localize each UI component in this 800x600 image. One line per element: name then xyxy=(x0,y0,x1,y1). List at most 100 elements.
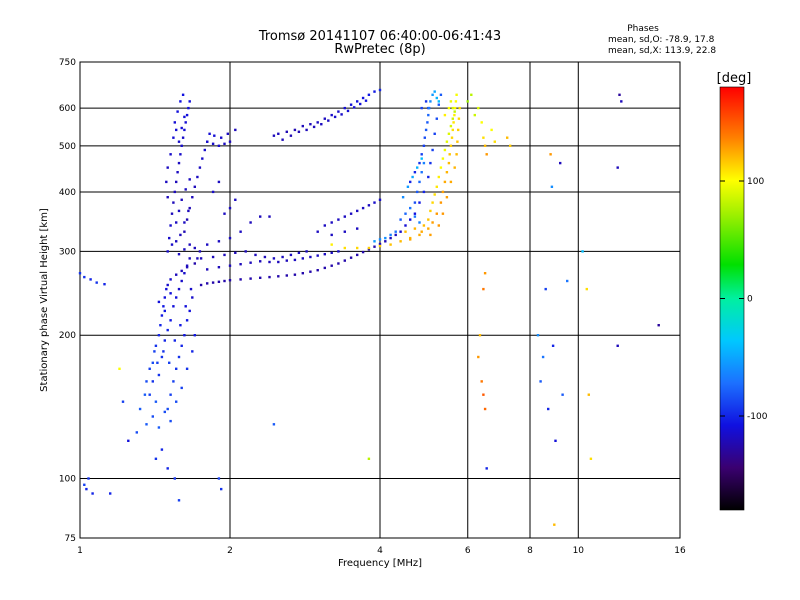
data-point xyxy=(616,166,619,169)
data-point xyxy=(455,153,458,156)
data-point xyxy=(78,272,82,275)
data-point xyxy=(211,190,215,194)
data-point xyxy=(399,218,402,221)
data-point xyxy=(239,278,242,281)
data-point xyxy=(457,128,460,132)
data-point xyxy=(437,175,440,179)
data-point xyxy=(480,121,483,124)
data-point xyxy=(220,487,223,491)
data-point xyxy=(156,361,159,364)
data-point xyxy=(249,221,252,224)
data-point xyxy=(443,180,447,184)
data-point xyxy=(166,250,169,253)
data-point xyxy=(466,100,469,103)
data-point xyxy=(439,93,443,96)
data-point xyxy=(173,339,176,342)
data-point xyxy=(443,148,447,152)
data-point xyxy=(191,296,194,299)
data-point xyxy=(441,157,445,160)
data-point xyxy=(441,190,445,194)
colorbar-ticks: 100 0 -100 xyxy=(720,177,768,422)
data-point xyxy=(169,393,172,396)
data-point xyxy=(193,185,196,188)
data-point xyxy=(179,100,182,103)
data-point xyxy=(103,283,106,286)
data-point xyxy=(193,262,196,265)
data-point xyxy=(561,393,564,396)
data-point xyxy=(544,287,547,291)
data-point xyxy=(559,161,562,165)
data-point xyxy=(249,277,252,280)
chart-title: Tromsø 20141107 06:40:00-06:41:43 xyxy=(258,29,501,44)
colorbar-tick-label: 100 xyxy=(747,177,764,187)
data-point xyxy=(433,193,436,196)
data-point xyxy=(343,215,346,218)
data-point xyxy=(228,236,232,240)
data-point xyxy=(208,132,211,135)
data-point xyxy=(389,236,392,240)
data-point xyxy=(536,334,540,337)
data-point xyxy=(447,161,451,165)
phase-stats-o: mean, sd,O: -78.9, 17.8 xyxy=(608,35,715,45)
data-point xyxy=(179,233,182,237)
data-point xyxy=(91,492,94,495)
data-point xyxy=(409,238,412,241)
data-point xyxy=(166,407,169,411)
data-point xyxy=(198,166,202,169)
data-point xyxy=(320,123,323,126)
y-tick-label: 750 xyxy=(59,58,76,68)
data-point xyxy=(485,467,488,470)
data-point xyxy=(435,185,438,188)
data-point xyxy=(343,230,346,233)
data-point xyxy=(185,264,189,267)
data-point xyxy=(343,246,346,250)
data-point xyxy=(309,123,312,126)
data-point xyxy=(470,93,473,96)
data-point xyxy=(213,134,216,137)
data-point xyxy=(429,209,432,213)
data-point xyxy=(277,132,280,135)
data-point xyxy=(409,180,412,184)
y-tick-label: 75 xyxy=(65,534,76,544)
data-point xyxy=(166,196,169,199)
data-point xyxy=(121,400,125,403)
data-point xyxy=(305,250,308,253)
data-point xyxy=(175,296,178,299)
data-point xyxy=(449,180,453,184)
data-point xyxy=(148,393,151,396)
data-point xyxy=(217,266,221,269)
data-point xyxy=(249,261,252,264)
data-point xyxy=(181,93,185,96)
data-point xyxy=(353,106,356,109)
data-point xyxy=(473,113,476,117)
data-point xyxy=(312,125,316,129)
data-point xyxy=(163,296,166,299)
data-point xyxy=(89,278,92,281)
x-tick-label: 4 xyxy=(377,546,383,556)
data-point xyxy=(454,100,458,103)
data-point xyxy=(159,324,162,327)
data-point xyxy=(618,93,621,96)
data-point xyxy=(145,423,148,426)
data-point xyxy=(373,240,376,243)
data-point xyxy=(409,236,412,240)
data-point xyxy=(316,121,319,124)
data-point xyxy=(327,119,330,122)
data-point xyxy=(483,407,487,411)
data-point xyxy=(620,100,623,103)
x-axis-label: Frequency [MHz] xyxy=(338,558,422,569)
data-point xyxy=(451,128,454,132)
data-point xyxy=(95,281,98,284)
data-point xyxy=(293,128,297,132)
data-points xyxy=(78,88,660,526)
data-point xyxy=(206,282,209,285)
data-point xyxy=(293,273,297,276)
data-point xyxy=(437,224,440,227)
data-point xyxy=(153,350,156,353)
data-point xyxy=(389,243,392,246)
data-point xyxy=(173,121,176,124)
data-point xyxy=(549,153,552,156)
data-point xyxy=(445,140,449,143)
data-point xyxy=(183,248,186,251)
